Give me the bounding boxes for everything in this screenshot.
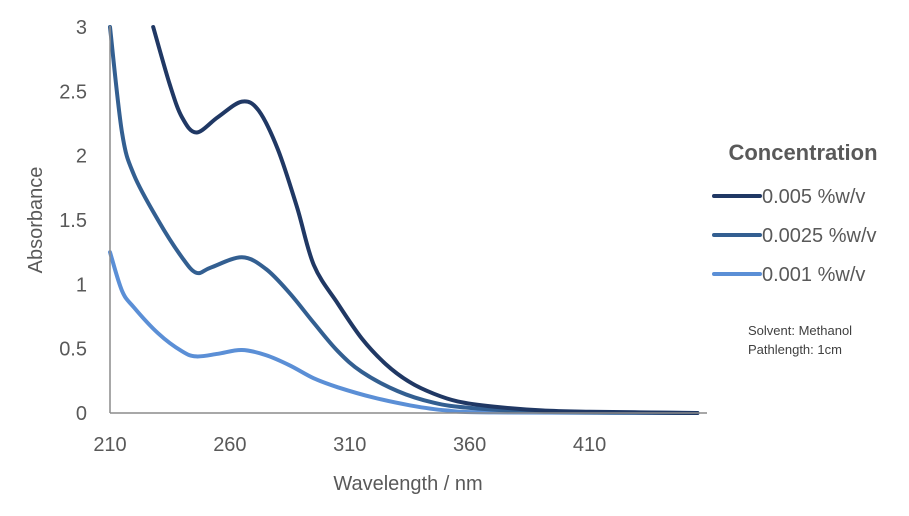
series-layer xyxy=(108,25,700,415)
y-tick-label: 2 xyxy=(76,146,87,168)
y-tick-label: 0 xyxy=(76,403,87,425)
legend-label: 0.001 %w/v xyxy=(762,264,865,286)
series-line xyxy=(108,250,700,415)
y-tick-label: 1 xyxy=(76,274,87,296)
x-tick-label: 260 xyxy=(213,434,246,456)
x-tick-label: 360 xyxy=(453,434,486,456)
legend-title: Concentration xyxy=(728,140,877,165)
series-line xyxy=(151,25,700,415)
y-tick-label: 3 xyxy=(76,17,87,39)
x-tick-label: 410 xyxy=(573,434,606,456)
y-axis-label: Absorbance xyxy=(25,167,47,274)
legend: 0.005 %w/v 0.0025 %w/v 0.001 %w/v xyxy=(712,186,877,286)
y-tick-label: 0.5 xyxy=(59,339,87,361)
x-tick-label: 310 xyxy=(333,434,366,456)
legend-label: 0.005 %w/v xyxy=(762,186,865,208)
annotation-pathlength: Pathlength: 1cm xyxy=(748,342,842,357)
series-line xyxy=(108,25,700,415)
annotation-solvent: Solvent: Methanol xyxy=(748,323,852,338)
x-axis-label: Wavelength / nm xyxy=(333,473,482,495)
y-tick-label: 1.5 xyxy=(59,210,87,232)
x-tick-label: 210 xyxy=(93,434,126,456)
y-tick-labels: 0 0.5 1 1.5 2 2.5 3 xyxy=(59,17,87,425)
x-tick-labels: 210 260 310 360 410 xyxy=(93,434,606,456)
y-tick-label: 2.5 xyxy=(59,81,87,103)
legend-label: 0.0025 %w/v xyxy=(762,225,877,247)
